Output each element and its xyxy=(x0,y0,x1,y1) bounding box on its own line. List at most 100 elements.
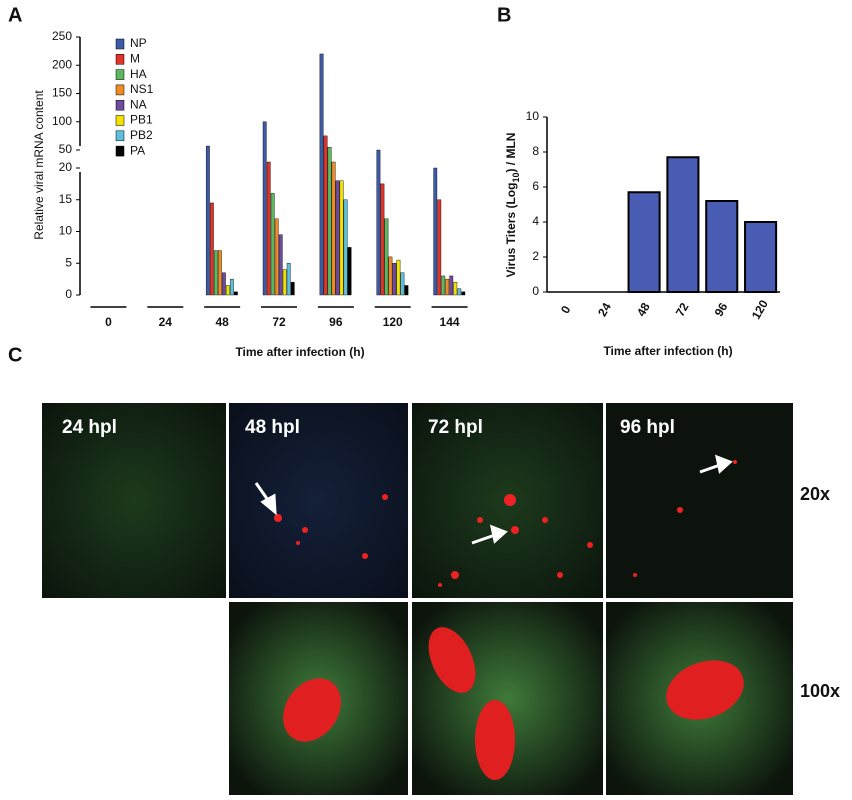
bar xyxy=(323,135,328,296)
timepoint-label: 24 hpl xyxy=(62,417,117,438)
legend-swatch xyxy=(115,84,125,96)
bar xyxy=(327,146,332,296)
bar xyxy=(388,256,393,296)
legend-label: NS1 xyxy=(130,82,154,96)
bar xyxy=(445,278,450,296)
micrograph xyxy=(606,403,793,598)
legend-label: HA xyxy=(130,67,147,81)
bar xyxy=(449,275,454,296)
bar xyxy=(453,282,458,296)
bar xyxy=(404,285,409,296)
x-tick-label: 120 xyxy=(749,297,771,322)
arrows xyxy=(254,454,733,545)
micrograph xyxy=(229,403,408,598)
x-tick-label: 48 xyxy=(634,300,653,319)
x-axis-label: Time after infection (h) xyxy=(603,344,732,358)
bar xyxy=(396,259,401,296)
magnification-label: 100x xyxy=(800,681,840,701)
micrograph-row xyxy=(229,602,793,795)
y-axis-label-part: 10 xyxy=(511,173,521,183)
bar xyxy=(441,275,446,296)
bar xyxy=(433,167,438,296)
y-tick-label: 50 xyxy=(59,142,73,156)
legend-label: PB1 xyxy=(130,113,153,127)
bar xyxy=(233,291,238,296)
bar xyxy=(319,53,324,296)
micrograph xyxy=(42,403,226,598)
y-axis-label: Virus Titers (Log10) / MLN xyxy=(504,133,521,278)
x-tick-label: 120 xyxy=(383,315,403,329)
bar xyxy=(274,218,279,296)
legend-label: NP xyxy=(130,36,147,50)
bar xyxy=(262,121,267,296)
bar xyxy=(400,272,405,296)
legend-swatch xyxy=(115,115,125,126)
legend-swatch xyxy=(115,38,125,50)
legend-label: PB2 xyxy=(130,128,153,142)
bar xyxy=(343,199,348,296)
y-tick-label: 15 xyxy=(59,192,73,206)
x-tick-label: 24 xyxy=(595,300,614,319)
panel-label: C xyxy=(8,344,22,366)
legend-swatch xyxy=(115,130,125,142)
legend-label: PA xyxy=(130,143,145,157)
y-tick-label: 150 xyxy=(52,86,72,100)
y-axis-label: Relative viral mRNA content xyxy=(32,90,46,240)
x-tick-label: 24 xyxy=(159,315,173,329)
infected-cells xyxy=(283,627,744,780)
bar xyxy=(457,288,462,296)
y-tick-label: 100 xyxy=(52,114,72,128)
y-tick-label: 5 xyxy=(65,255,72,269)
panel-label: A xyxy=(8,4,22,26)
panel-label: B xyxy=(497,4,511,26)
legend-swatch xyxy=(115,54,125,65)
bar xyxy=(213,250,218,296)
y-tick-label: 250 xyxy=(52,29,72,43)
legend-swatch xyxy=(115,99,125,111)
bar xyxy=(744,221,778,293)
legend-swatch xyxy=(115,69,125,80)
bar xyxy=(205,145,210,296)
bar xyxy=(437,199,442,296)
y-axis-label-part: ) / MLN xyxy=(504,133,518,173)
infected-cells xyxy=(274,460,737,587)
legend-swatch xyxy=(115,145,125,157)
x-tick-label: 0 xyxy=(558,303,574,316)
x-tick-label: 72 xyxy=(272,315,286,329)
x-tick-label: 96 xyxy=(712,300,731,319)
y-tick-label: 0 xyxy=(65,287,72,301)
bar xyxy=(331,161,336,296)
bar xyxy=(290,282,295,296)
bar xyxy=(225,285,230,296)
bar xyxy=(339,180,344,296)
bar xyxy=(209,202,214,296)
y-tick-label: 8 xyxy=(532,144,539,158)
x-tick-label: 0 xyxy=(105,315,112,329)
y-tick-label: 20 xyxy=(59,160,73,174)
x-tick-label: 96 xyxy=(329,315,343,329)
y-tick-label: 10 xyxy=(59,224,73,238)
legend-label: NA xyxy=(130,97,147,111)
bar xyxy=(461,291,466,296)
bar xyxy=(286,263,291,296)
x-tick-label: 48 xyxy=(215,315,229,329)
bar xyxy=(335,180,340,296)
magnification-label: 20x xyxy=(800,484,830,504)
x-axis-label: Time after infection (h) xyxy=(235,345,364,359)
micrograph-row xyxy=(42,403,793,598)
legend-label: M xyxy=(130,51,140,65)
bar xyxy=(627,191,661,293)
bar xyxy=(282,269,287,296)
bar xyxy=(266,161,271,296)
x-tick-label: 144 xyxy=(440,315,460,329)
y-tick-label: 4 xyxy=(532,214,539,228)
bar xyxy=(229,278,234,296)
bar xyxy=(392,263,397,296)
bar xyxy=(278,234,283,296)
x-tick-label: 72 xyxy=(673,300,692,319)
bar xyxy=(666,156,700,293)
bar xyxy=(217,250,222,296)
bar xyxy=(380,183,385,296)
y-tick-label: 200 xyxy=(52,57,72,71)
